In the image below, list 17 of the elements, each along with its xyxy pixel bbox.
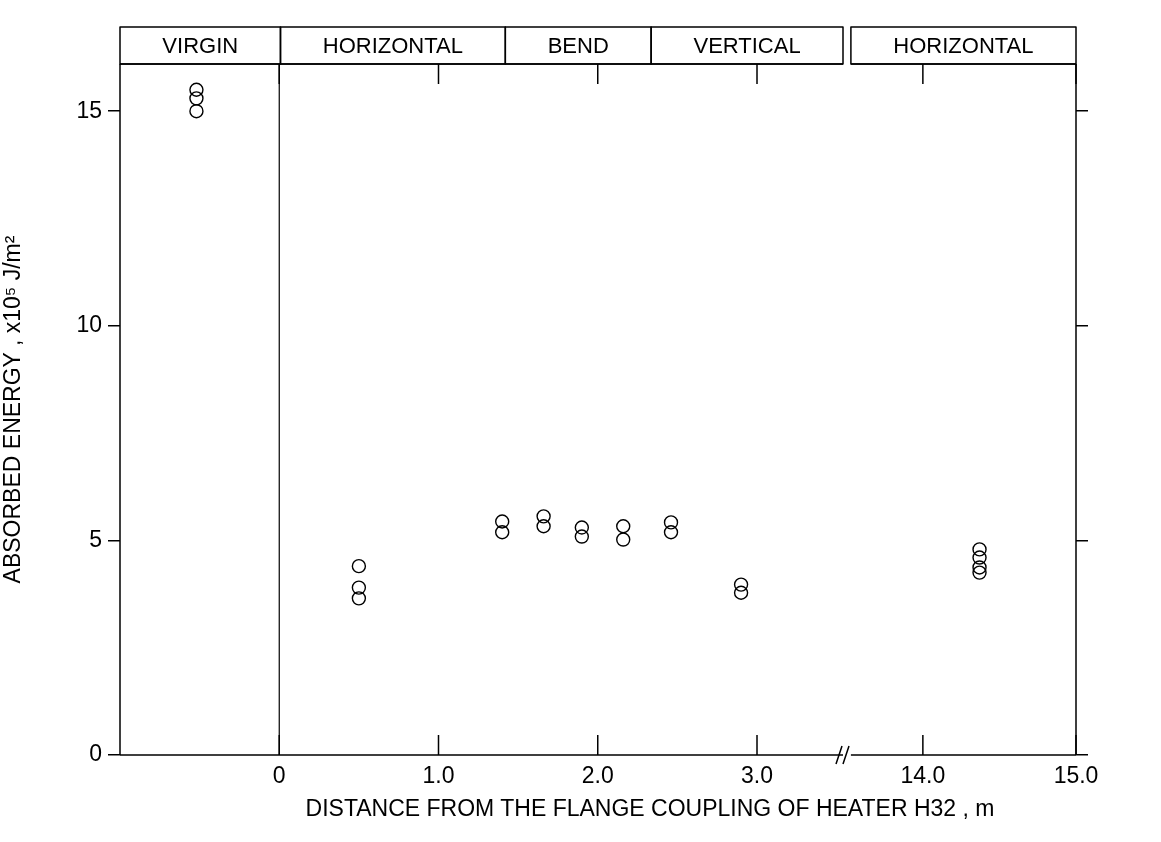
x-tick-label: 15.0 xyxy=(1053,762,1099,789)
y-axis-title: ABSORBED ENERGY , x10⁵ J/m² xyxy=(0,235,26,584)
x-tick-label: 0 xyxy=(272,762,286,789)
y-tick-label: 15 xyxy=(76,96,102,123)
x-tick-label: 1.0 xyxy=(422,762,455,789)
text: HORIZONTAL xyxy=(322,32,463,58)
text: HORIZONTAL xyxy=(893,32,1034,58)
text: VERTICAL xyxy=(693,32,801,58)
y-tick-label: 10 xyxy=(76,311,102,338)
text: BEND xyxy=(547,32,609,58)
x-tick-label: 14.0 xyxy=(900,762,946,789)
x-tick-label: 2.0 xyxy=(581,762,614,789)
y-tick-label: 0 xyxy=(89,740,102,767)
text: VIRGIN xyxy=(162,32,239,58)
x-tick-label: 3.0 xyxy=(741,762,773,789)
x-axis-title: DISTANCE FROM THE FLANGE COUPLING OF HEATER H32 , m xyxy=(304,795,996,822)
y-tick-label: 5 xyxy=(89,525,102,552)
